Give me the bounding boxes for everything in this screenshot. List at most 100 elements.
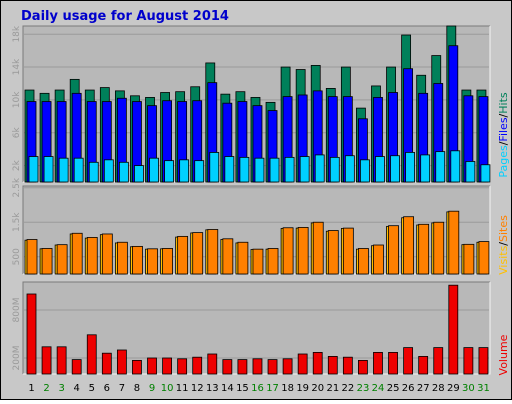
x-tick-label: 27 [417, 383, 430, 394]
bar-volume [358, 359, 368, 375]
bar-pages [405, 152, 416, 183]
bar-sites [433, 221, 445, 275]
legend: Volume [497, 334, 510, 375]
panel-volume: 200M 800M [12, 281, 491, 375]
bar-pages [28, 156, 39, 183]
bar-sites [132, 245, 143, 275]
x-tick-label: 29 [447, 383, 460, 394]
bar-sites [448, 210, 460, 275]
bar-sites [478, 241, 490, 275]
bar-volume [418, 355, 429, 375]
x-tick-label: 25 [387, 383, 400, 394]
panel-visits-sites: 500 1.5k 2.5k [12, 177, 491, 275]
bar-pages [450, 150, 461, 183]
y-tick-label: 18k [12, 25, 22, 42]
legend-sites: Sites [497, 215, 510, 242]
x-tick-label: 14 [221, 383, 234, 394]
legend-pages: Pages [497, 145, 510, 178]
bar-sites [282, 227, 294, 275]
bar-volume [177, 358, 188, 375]
y-tick-label: 2.5k [12, 177, 22, 197]
bar-volume [252, 358, 263, 375]
x-tick-label: 1 [28, 383, 34, 394]
bar-pages [149, 157, 159, 183]
bar-sites [463, 243, 475, 275]
bar-pages [209, 152, 220, 183]
bar-pages [194, 160, 205, 183]
y-tick-label: 1.5k [12, 212, 22, 232]
bar-sites [116, 241, 128, 275]
panel-bevel-dark [22, 281, 490, 374]
bar-volume [282, 358, 293, 375]
bar-pages [360, 159, 370, 183]
bar-sites [418, 223, 430, 275]
bar-pages [103, 159, 114, 183]
bar-volume [448, 284, 459, 375]
x-tick-label: 18 [281, 383, 294, 394]
bar-sites [358, 248, 369, 275]
bar-volume [192, 356, 203, 375]
x-tick-label: 13 [206, 383, 219, 394]
legend: Visits/Sites [497, 215, 510, 275]
bar-sites [373, 244, 384, 275]
bar-pages [134, 165, 144, 183]
y-tick-label: 2k [12, 159, 22, 171]
bar-pages [254, 157, 265, 183]
x-tick-label: 22 [342, 383, 355, 394]
x-tick-label: 28 [432, 383, 445, 394]
bar-sites [388, 225, 399, 275]
bar-pages [390, 155, 400, 183]
y-tick-label: 200M [12, 346, 22, 371]
x-tick-label: 26 [402, 383, 415, 394]
bar-volume [463, 347, 474, 375]
bar-volume [237, 359, 248, 375]
x-tick-label: 31 [477, 383, 490, 394]
legend-files: Files [497, 117, 510, 141]
bar-volume [147, 357, 157, 375]
y-tick-label: 800M [12, 298, 22, 323]
bar-volume [433, 347, 444, 375]
panel-bevel-dark [22, 185, 490, 274]
bar-pages [284, 156, 295, 183]
bar-volume [132, 359, 142, 375]
bar-pages [314, 154, 325, 183]
x-tick-label: 24 [372, 383, 385, 394]
bar-sites [71, 232, 83, 275]
bar-sites [86, 237, 98, 275]
bar-volume [388, 351, 398, 375]
bar-sites [101, 233, 113, 275]
bar-sites [267, 248, 279, 275]
bar-pages [43, 156, 54, 183]
bar-sites [147, 248, 158, 275]
bar-pages [88, 161, 99, 183]
bar-pages [344, 155, 355, 183]
x-tick-label: 8 [134, 383, 140, 394]
bar-sites [297, 227, 309, 275]
x-tick-label: 30 [462, 383, 475, 394]
bar-sites [207, 229, 219, 275]
x-tick-label: 9 [149, 383, 155, 394]
bar-volume [86, 334, 97, 375]
bar-pages [164, 160, 174, 183]
bar-pages [435, 151, 446, 183]
x-tick-label: 19 [296, 383, 309, 394]
bar-volume [342, 356, 353, 375]
bar-volume [297, 353, 308, 375]
x-tick-label: 2 [43, 383, 49, 394]
bar-pages [329, 156, 340, 183]
bar-volume [373, 351, 383, 375]
bar-volume [478, 347, 489, 375]
x-tick-label: 16 [251, 383, 264, 394]
bar-volume [222, 359, 233, 375]
x-tick-label: 3 [58, 383, 64, 394]
bar-sites [222, 238, 234, 275]
y-tick-label: 500 [12, 248, 22, 265]
chart-title: Daily usage for August 2014 [21, 9, 229, 24]
bar-pages [224, 156, 235, 183]
bar-sites [162, 248, 173, 275]
bar-sites [41, 248, 53, 275]
x-tick-label: 11 [176, 383, 189, 394]
bar-pages [269, 157, 280, 183]
x-tick-label: 23 [357, 383, 370, 394]
